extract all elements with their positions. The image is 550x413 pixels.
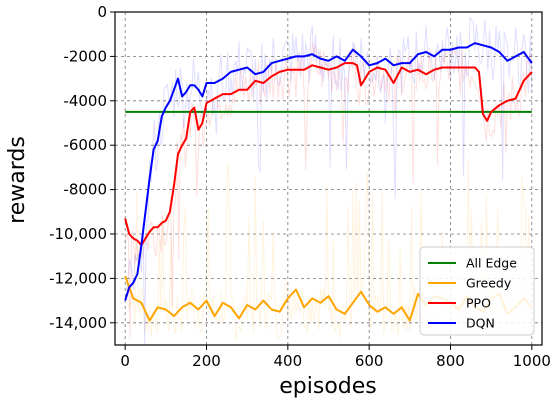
- x-tick-label: 800: [436, 352, 465, 370]
- legend-label: Greedy: [466, 276, 512, 291]
- legend-label: DQN: [466, 316, 495, 331]
- y-tick-label: -10,000: [49, 225, 107, 243]
- x-tick-label: 600: [355, 352, 384, 370]
- x-ticks: 0 200 400 600 800 1000: [120, 345, 550, 370]
- y-axis-label: rewards: [5, 136, 30, 224]
- x-axis-label: episodes: [279, 374, 377, 399]
- series-line-ppo: [124, 62, 533, 247]
- legend-box: [419, 246, 535, 336]
- y-tick-label: -2000: [63, 47, 107, 65]
- y-tick-label: -14,000: [49, 314, 107, 332]
- y-tick-label: -6000: [63, 136, 107, 154]
- legend: All Edge Greedy PPO DQN: [419, 246, 535, 336]
- series-lines: [124, 42, 533, 322]
- x-tick-label: 1000: [513, 352, 550, 370]
- y-tick-label: 0: [97, 3, 107, 21]
- y-tick-label: -12,000: [49, 269, 107, 287]
- legend-label: PPO: [466, 296, 491, 311]
- variance-band-dqn: [125, 16, 533, 346]
- y-tick-label: -8000: [63, 181, 107, 199]
- x-tick-label: 0: [120, 352, 130, 370]
- series-line-dqn: [124, 42, 533, 301]
- x-tick-label: 400: [274, 352, 303, 370]
- legend-label: All Edge: [466, 256, 517, 271]
- x-tick-label: 200: [192, 352, 221, 370]
- y-tick-label: -4000: [63, 92, 107, 110]
- y-ticks: 0 -2000 -4000 -6000 -8000 -10,000 -12,000 -14,0…: [49, 3, 115, 332]
- plot-frame: [114, 11, 543, 346]
